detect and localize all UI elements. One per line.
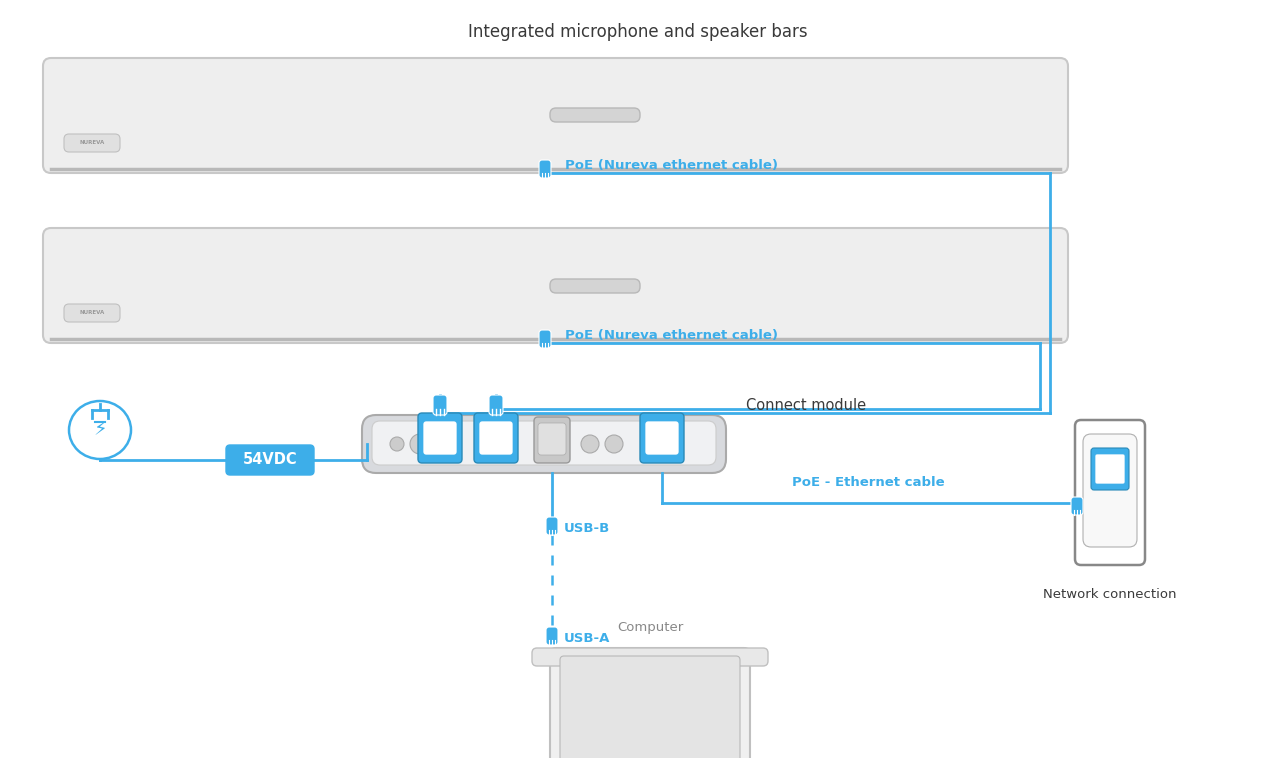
FancyBboxPatch shape <box>550 108 641 122</box>
FancyBboxPatch shape <box>1083 434 1137 547</box>
Text: PoE (Nureva ethernet cable): PoE (Nureva ethernet cable) <box>565 328 778 342</box>
FancyBboxPatch shape <box>43 58 1068 173</box>
FancyBboxPatch shape <box>478 421 513 455</box>
FancyBboxPatch shape <box>226 445 314 475</box>
Text: Integrated microphone and speaker bars: Integrated microphone and speaker bars <box>468 23 808 41</box>
FancyBboxPatch shape <box>538 160 551 178</box>
FancyBboxPatch shape <box>550 279 641 293</box>
Ellipse shape <box>69 401 131 459</box>
Text: ⚡: ⚡ <box>93 421 107 440</box>
FancyBboxPatch shape <box>538 330 551 348</box>
FancyBboxPatch shape <box>473 413 518 463</box>
FancyBboxPatch shape <box>64 134 120 152</box>
FancyBboxPatch shape <box>424 421 457 455</box>
FancyBboxPatch shape <box>546 627 558 645</box>
FancyBboxPatch shape <box>644 421 679 455</box>
FancyBboxPatch shape <box>560 656 740 758</box>
Circle shape <box>410 434 430 454</box>
FancyBboxPatch shape <box>43 228 1068 343</box>
FancyBboxPatch shape <box>1071 497 1083 515</box>
Text: USB-A: USB-A <box>564 631 610 644</box>
FancyBboxPatch shape <box>489 395 503 415</box>
Text: Connect module: Connect module <box>746 397 866 412</box>
Text: PoE - Ethernet cable: PoE - Ethernet cable <box>791 477 944 490</box>
FancyBboxPatch shape <box>1095 454 1125 484</box>
FancyBboxPatch shape <box>546 517 558 535</box>
Text: 54VDC: 54VDC <box>242 453 297 468</box>
FancyBboxPatch shape <box>1074 420 1145 565</box>
FancyBboxPatch shape <box>362 415 726 473</box>
FancyBboxPatch shape <box>373 421 716 465</box>
Text: PoE (Nureva ethernet cable): PoE (Nureva ethernet cable) <box>565 158 778 171</box>
FancyBboxPatch shape <box>550 648 750 758</box>
FancyBboxPatch shape <box>533 417 570 463</box>
Text: NUREVA: NUREVA <box>79 311 105 315</box>
Text: Network connection: Network connection <box>1044 588 1176 602</box>
FancyBboxPatch shape <box>1091 448 1129 490</box>
FancyBboxPatch shape <box>538 423 567 455</box>
FancyBboxPatch shape <box>433 395 447 415</box>
Text: NUREVA: NUREVA <box>79 140 105 146</box>
Circle shape <box>605 435 623 453</box>
FancyBboxPatch shape <box>641 413 684 463</box>
FancyBboxPatch shape <box>532 648 768 666</box>
FancyBboxPatch shape <box>419 413 462 463</box>
Text: USB-B: USB-B <box>564 522 610 534</box>
Text: Computer: Computer <box>616 622 683 634</box>
Circle shape <box>581 435 598 453</box>
Circle shape <box>390 437 404 451</box>
FancyBboxPatch shape <box>64 304 120 322</box>
